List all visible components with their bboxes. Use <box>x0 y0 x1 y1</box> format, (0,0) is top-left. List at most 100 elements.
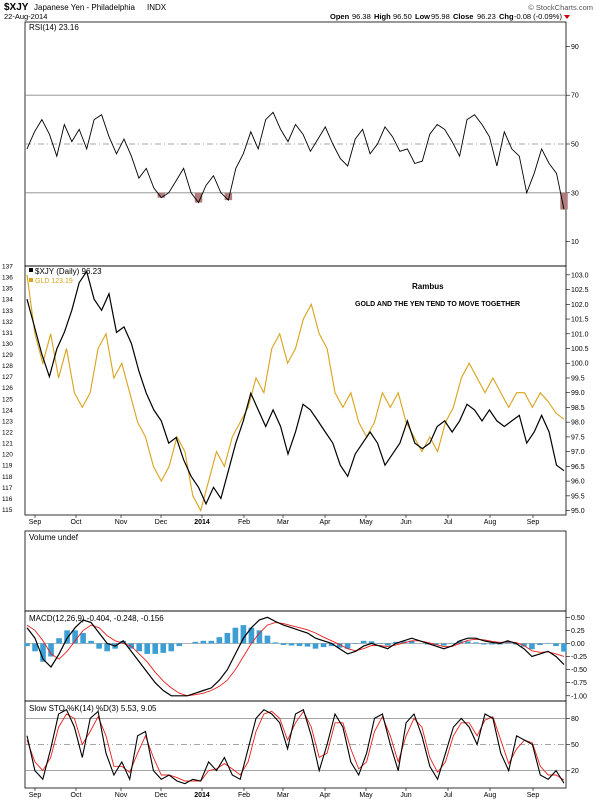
gold-tick-label: 97.0 <box>571 449 585 456</box>
macd-histogram-bar <box>176 643 183 647</box>
gold-tick-label: 98.5 <box>571 405 585 412</box>
symbol: $XJY <box>4 2 29 13</box>
price-left-tick-label: 136 <box>2 275 13 282</box>
open-value: 96.38 <box>352 12 371 21</box>
macd-histogram-bar <box>248 627 255 644</box>
macd-histogram-bar <box>232 627 239 644</box>
rsi-tick-label: 30 <box>571 190 579 197</box>
gold-tick-label: 96.5 <box>571 464 585 471</box>
macd-histogram-bar <box>272 642 279 644</box>
macd-histogram-bar <box>264 635 271 644</box>
rsi-tick-label: 10 <box>571 239 579 246</box>
macd-histogram-bar <box>304 643 311 647</box>
x-tick-label: Mar <box>277 792 290 799</box>
macd-histogram-bar <box>136 643 143 652</box>
x-tick-label: Sep <box>29 792 42 799</box>
price-left-tick-label: 127 <box>2 374 13 381</box>
macd-histogram-bar <box>80 632 86 644</box>
high-value: 96.50 <box>393 12 412 21</box>
open-label: Open <box>330 12 350 21</box>
macd-histogram-bar <box>400 641 407 644</box>
price-legend: $XJY (Daily) 96.23 GLD 123.19 <box>29 267 102 285</box>
price-panel <box>24 265 567 516</box>
gold-tick-label: 96.0 <box>571 479 585 486</box>
gold-line <box>26 274 565 513</box>
macd-histogram-bar <box>408 640 415 644</box>
chart-header: $XJY Japanese Yen - Philadelphia INDX 22… <box>4 2 593 21</box>
macd-histogram-bar <box>256 630 263 644</box>
macd-line <box>26 616 565 697</box>
author-annotation: Rambus <box>412 282 444 291</box>
price-left-tick-label: 121 <box>2 441 13 448</box>
price-x-axis: Sep Oct Nov Dec 2014 Feb Mar Apr May Jun Jul Aug Sep <box>29 515 540 526</box>
macd-histogram-bar <box>360 640 367 644</box>
macd-histogram-bar <box>352 643 359 644</box>
price-left-tick-label: 120 <box>2 452 13 459</box>
macd-histogram-bar <box>288 643 295 646</box>
macd-tick-label: -0.25 <box>571 654 587 661</box>
macd-histogram-bar <box>104 643 110 652</box>
rsi-oversold-fill <box>224 192 233 201</box>
x-tick-label: Jun <box>400 519 411 526</box>
sto-tick-label: 50 <box>571 742 579 749</box>
x-tick-label: Aug <box>484 519 497 526</box>
gold-tick-label: 99.0 <box>571 390 585 397</box>
x-tick-label: Jul <box>444 519 453 526</box>
bottom-x-axis: Sep Oct Nov Dec 2014 Feb Mar Apr May Jun Jul Aug Sep <box>29 788 539 799</box>
gold-legend-text: GLD 123.19 <box>35 278 73 285</box>
sto-tick-label: 80 <box>571 716 579 723</box>
macd-histogram-bar <box>192 641 199 644</box>
price-left-tick-label: 137 <box>2 264 13 271</box>
gold-tick-label: 103.0 <box>571 272 589 279</box>
x-tick-label: Feb <box>238 519 250 526</box>
rsi-oversold-fill <box>560 192 568 210</box>
rsi-legend: RSI(14) 23.16 <box>29 23 79 32</box>
macd-histogram-bar <box>280 643 287 646</box>
x-tick-label: Jul <box>444 792 453 799</box>
macd-tick-label: 0.50 <box>571 615 585 622</box>
macd-histogram-bar <box>440 643 447 646</box>
x-tick-label: May <box>359 519 373 526</box>
volume-panel <box>24 530 567 612</box>
x-tick-label: Oct <box>71 519 82 526</box>
price-left-tick-label: 125 <box>2 396 13 403</box>
x-tick-label: 2014 <box>194 792 210 799</box>
chg-down-arrow-icon <box>564 15 570 19</box>
macd-histogram-bar <box>152 643 159 654</box>
macd-histogram-bar <box>296 643 303 647</box>
macd-histogram-bar <box>200 640 207 644</box>
x-tick-label: 2014 <box>194 519 210 526</box>
macd-histogram-bar <box>48 643 54 657</box>
macd-histogram-bar <box>144 643 151 654</box>
macd-histogram-bar <box>481 643 487 645</box>
macd-histogram-bar <box>537 643 543 646</box>
price-left-tick-label: 135 <box>2 286 13 293</box>
macd-histogram-bar <box>368 641 375 644</box>
exchange: INDX <box>147 3 167 12</box>
gold-tick-label: 101.0 <box>571 331 589 338</box>
sto-k-line <box>26 708 565 785</box>
price-left-tick-label: 115 <box>2 507 13 514</box>
high-label: High <box>374 12 391 21</box>
macd-histogram-bar <box>448 642 455 644</box>
x-tick-label: Mar <box>277 519 290 526</box>
price-left-tick-label: 129 <box>2 352 13 359</box>
macd-histogram-bar <box>473 642 479 644</box>
x-tick-label: Jun <box>400 792 411 799</box>
x-tick-label: Nov <box>115 519 128 526</box>
price-left-tick-label: 117 <box>2 485 13 492</box>
macd-histogram-bar <box>465 641 471 644</box>
gold-tick-label: 102.0 <box>571 302 589 309</box>
macd-histogram-bar <box>224 632 231 644</box>
x-tick-label: Feb <box>238 792 250 799</box>
series-layer <box>24 111 568 785</box>
x-tick-label: Oct <box>71 792 82 799</box>
sto-legend: Slow STO %K(14) %D(3) 5.53, 9.05 <box>29 704 157 713</box>
gold-tick-label: 101.5 <box>571 317 589 324</box>
macd-tick-label: 0.00 <box>571 641 585 648</box>
price-left-tick-label: 126 <box>2 385 13 392</box>
macd-histogram-bar <box>216 637 223 644</box>
x-tick-label: Sep <box>527 519 540 526</box>
macd-histogram-bar <box>168 643 175 652</box>
